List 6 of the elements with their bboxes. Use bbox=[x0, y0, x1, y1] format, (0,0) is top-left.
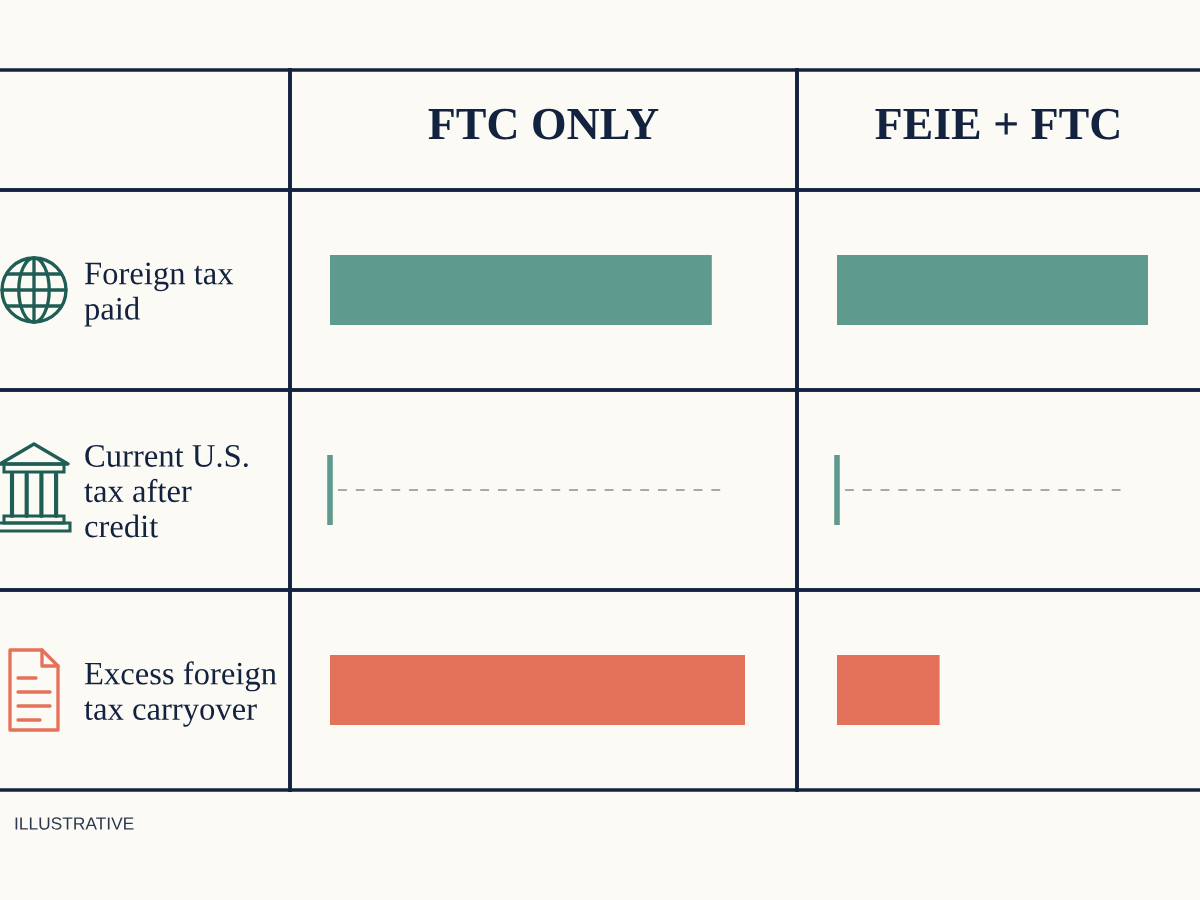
y-tick-label: Foreign tax paid bbox=[84, 262, 234, 327]
text: ILLUSTRATIVE bbox=[15, 817, 134, 830]
chart-title: FEIE + FTC bbox=[875, 108, 1119, 140]
y-tick-label: Current U.S. tax after credit bbox=[84, 444, 248, 538]
y-tick-label: Excess foreign tax carryover bbox=[84, 661, 277, 727]
chart-title: FTC ONLY bbox=[428, 108, 659, 140]
